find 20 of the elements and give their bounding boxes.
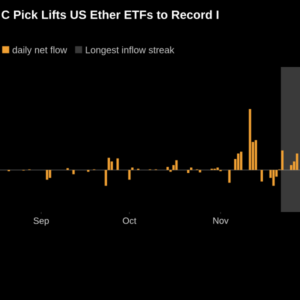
bar [104,170,108,186]
bar [260,170,263,182]
bar [228,170,231,183]
bar [187,170,190,174]
bar [281,150,284,170]
bar [110,161,113,170]
x-tick-label: Nov [213,218,229,224]
bar [254,140,258,170]
bar [240,152,242,170]
x-tick-label: Sep [34,218,49,226]
bar [108,158,110,170]
x-tick-label: Oct [122,218,136,224]
chart-title: C Pick Lifts US Ether ETFs to Record I [2,10,218,19]
legend-label: Longest inflow streak [86,46,174,56]
legend-label: daily net flow [12,46,68,56]
bar [128,170,131,180]
bar [166,166,169,170]
bar [237,154,240,170]
bar [290,165,292,170]
bar [116,158,119,170]
